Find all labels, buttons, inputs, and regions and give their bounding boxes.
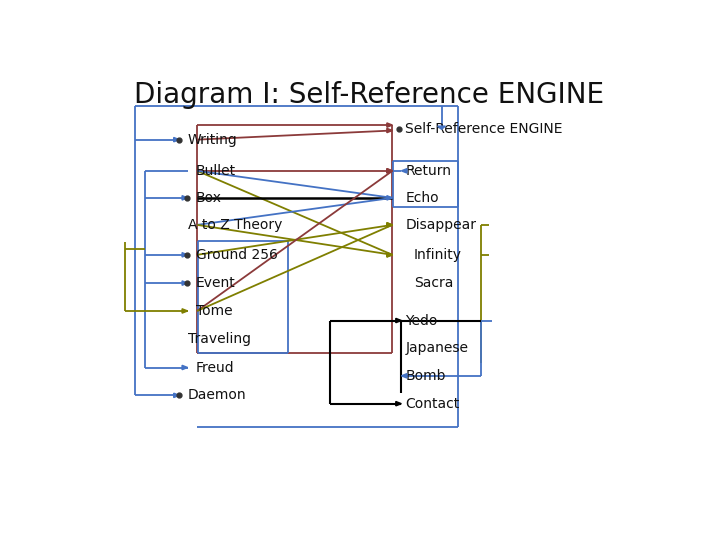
Polygon shape bbox=[396, 319, 401, 323]
Text: Disappear: Disappear bbox=[405, 218, 476, 232]
Polygon shape bbox=[387, 129, 392, 133]
Text: Box: Box bbox=[196, 191, 222, 205]
Text: Infinity: Infinity bbox=[413, 248, 462, 262]
Text: Echo: Echo bbox=[405, 191, 439, 205]
Text: Yedo: Yedo bbox=[405, 314, 438, 328]
Text: Sacra: Sacra bbox=[413, 276, 453, 290]
Polygon shape bbox=[182, 281, 188, 285]
Text: Event: Event bbox=[196, 276, 235, 290]
Text: Tome: Tome bbox=[196, 304, 233, 318]
Text: Writing: Writing bbox=[188, 133, 238, 147]
Polygon shape bbox=[401, 374, 407, 378]
Text: Bullet: Bullet bbox=[196, 164, 236, 178]
Text: Daemon: Daemon bbox=[188, 388, 246, 402]
Text: Traveling: Traveling bbox=[188, 332, 251, 346]
Polygon shape bbox=[182, 195, 188, 200]
Polygon shape bbox=[387, 222, 392, 227]
Text: Bomb: Bomb bbox=[405, 369, 446, 383]
Polygon shape bbox=[401, 168, 407, 173]
Polygon shape bbox=[387, 222, 392, 227]
Polygon shape bbox=[387, 253, 392, 257]
Text: Contact: Contact bbox=[405, 397, 459, 411]
Polygon shape bbox=[174, 138, 179, 142]
Polygon shape bbox=[387, 195, 392, 200]
Text: Diagram I: Self-Reference ENGINE: Diagram I: Self-Reference ENGINE bbox=[134, 82, 604, 110]
Polygon shape bbox=[174, 393, 179, 397]
Polygon shape bbox=[396, 402, 401, 406]
Text: Japanese: Japanese bbox=[405, 341, 468, 355]
Text: Ground 256: Ground 256 bbox=[196, 248, 278, 262]
Polygon shape bbox=[438, 126, 446, 129]
Text: Self-Reference ENGINE: Self-Reference ENGINE bbox=[405, 122, 563, 136]
Polygon shape bbox=[182, 309, 188, 313]
Polygon shape bbox=[387, 168, 392, 173]
Polygon shape bbox=[182, 253, 188, 257]
Polygon shape bbox=[182, 366, 188, 370]
Text: Return: Return bbox=[405, 164, 451, 178]
Polygon shape bbox=[387, 168, 392, 173]
Polygon shape bbox=[387, 253, 392, 257]
Text: A to Z Theory: A to Z Theory bbox=[188, 218, 282, 232]
Polygon shape bbox=[387, 123, 392, 127]
Text: Freud: Freud bbox=[196, 361, 235, 375]
